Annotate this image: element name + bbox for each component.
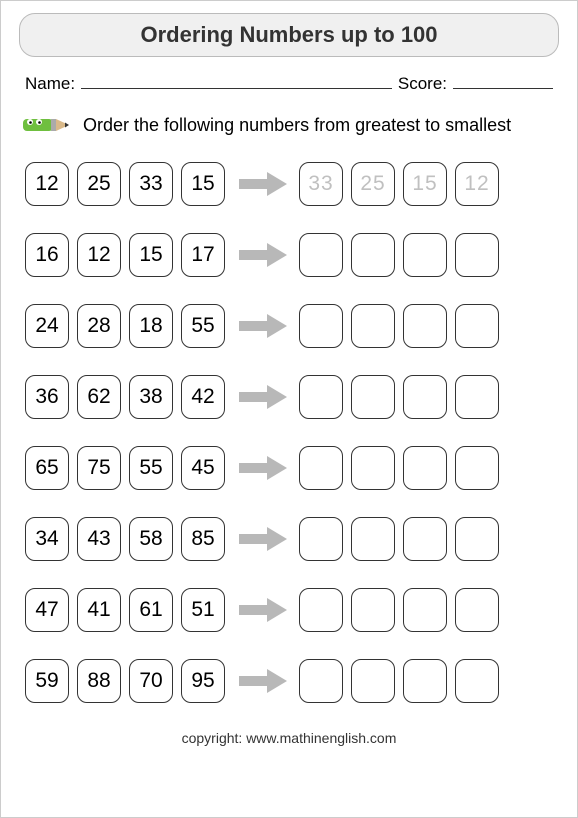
number-box: 25 bbox=[77, 162, 121, 206]
problem-row: 59887095 bbox=[19, 659, 559, 703]
answer-box[interactable] bbox=[455, 517, 499, 561]
number-box: 58 bbox=[129, 517, 173, 561]
number-box: 65 bbox=[25, 446, 69, 490]
number-box: 55 bbox=[129, 446, 173, 490]
answer-box[interactable] bbox=[351, 233, 395, 277]
number-box: 17 bbox=[181, 233, 225, 277]
answer-box[interactable]: 33 bbox=[299, 162, 343, 206]
arrow-icon bbox=[239, 170, 289, 198]
worksheet-title: Ordering Numbers up to 100 bbox=[140, 22, 437, 47]
score-field[interactable] bbox=[453, 71, 553, 89]
answer-box[interactable]: 25 bbox=[351, 162, 395, 206]
number-box: 18 bbox=[129, 304, 173, 348]
number-box: 59 bbox=[25, 659, 69, 703]
number-box: 15 bbox=[181, 162, 225, 206]
arrow-icon bbox=[239, 454, 289, 482]
answer-box[interactable] bbox=[299, 588, 343, 632]
problem-row: 65755545 bbox=[19, 446, 559, 490]
answer-box[interactable] bbox=[455, 588, 499, 632]
info-line: Name: Score: bbox=[19, 71, 559, 94]
arrow-icon bbox=[239, 241, 289, 269]
problem-row: 34435885 bbox=[19, 517, 559, 561]
number-box: 55 bbox=[181, 304, 225, 348]
number-box: 15 bbox=[129, 233, 173, 277]
number-box: 61 bbox=[129, 588, 173, 632]
problem-row: 47416151 bbox=[19, 588, 559, 632]
number-box: 45 bbox=[181, 446, 225, 490]
answer-box[interactable] bbox=[403, 446, 447, 490]
answer-box[interactable] bbox=[351, 446, 395, 490]
number-box: 36 bbox=[25, 375, 69, 419]
answer-box[interactable] bbox=[455, 304, 499, 348]
problem-row: 24281855 bbox=[19, 304, 559, 348]
arrow-icon bbox=[239, 667, 289, 695]
answer-box[interactable] bbox=[403, 375, 447, 419]
arrow-icon bbox=[239, 383, 289, 411]
answer-box[interactable] bbox=[403, 588, 447, 632]
answer-box[interactable] bbox=[403, 659, 447, 703]
answer-box[interactable] bbox=[403, 304, 447, 348]
answer-box[interactable] bbox=[455, 659, 499, 703]
arrow-icon bbox=[239, 312, 289, 340]
pencil-icon bbox=[23, 110, 71, 140]
answer-box[interactable] bbox=[299, 233, 343, 277]
rows-container: 12253315 3325151216121517 24281855 36623… bbox=[19, 162, 559, 703]
number-box: 62 bbox=[77, 375, 121, 419]
answer-box[interactable] bbox=[403, 233, 447, 277]
score-label: Score: bbox=[398, 74, 447, 94]
title-bar: Ordering Numbers up to 100 bbox=[19, 13, 559, 57]
number-box: 28 bbox=[77, 304, 121, 348]
name-label: Name: bbox=[25, 74, 75, 94]
answer-box[interactable] bbox=[351, 588, 395, 632]
number-box: 34 bbox=[25, 517, 69, 561]
instruction-text: Order the following numbers from greates… bbox=[83, 115, 511, 136]
answer-box[interactable] bbox=[299, 375, 343, 419]
name-field[interactable] bbox=[81, 71, 392, 89]
number-box: 43 bbox=[77, 517, 121, 561]
number-box: 51 bbox=[181, 588, 225, 632]
number-box: 24 bbox=[25, 304, 69, 348]
answer-box[interactable]: 12 bbox=[455, 162, 499, 206]
number-box: 38 bbox=[129, 375, 173, 419]
answer-box[interactable] bbox=[351, 659, 395, 703]
number-box: 47 bbox=[25, 588, 69, 632]
number-box: 16 bbox=[25, 233, 69, 277]
arrow-icon bbox=[239, 525, 289, 553]
footer: copyright: www.mathinenglish.com bbox=[19, 730, 559, 746]
answer-box[interactable] bbox=[455, 233, 499, 277]
number-box: 33 bbox=[129, 162, 173, 206]
answer-box[interactable] bbox=[299, 304, 343, 348]
answer-box[interactable]: 15 bbox=[403, 162, 447, 206]
answer-box[interactable] bbox=[299, 659, 343, 703]
answer-box[interactable] bbox=[455, 375, 499, 419]
answer-box[interactable] bbox=[455, 446, 499, 490]
answer-box[interactable] bbox=[351, 304, 395, 348]
number-box: 70 bbox=[129, 659, 173, 703]
answer-box[interactable] bbox=[351, 375, 395, 419]
number-box: 12 bbox=[77, 233, 121, 277]
arrow-icon bbox=[239, 596, 289, 624]
number-box: 95 bbox=[181, 659, 225, 703]
number-box: 75 bbox=[77, 446, 121, 490]
problem-row: 36623842 bbox=[19, 375, 559, 419]
number-box: 41 bbox=[77, 588, 121, 632]
answer-box[interactable] bbox=[299, 517, 343, 561]
answer-box[interactable] bbox=[299, 446, 343, 490]
number-box: 12 bbox=[25, 162, 69, 206]
problem-row: 16121517 bbox=[19, 233, 559, 277]
answer-box[interactable] bbox=[403, 517, 447, 561]
problem-row: 12253315 33251512 bbox=[19, 162, 559, 206]
number-box: 42 bbox=[181, 375, 225, 419]
number-box: 85 bbox=[181, 517, 225, 561]
instruction-line: Order the following numbers from greates… bbox=[19, 110, 559, 140]
answer-box[interactable] bbox=[351, 517, 395, 561]
number-box: 88 bbox=[77, 659, 121, 703]
